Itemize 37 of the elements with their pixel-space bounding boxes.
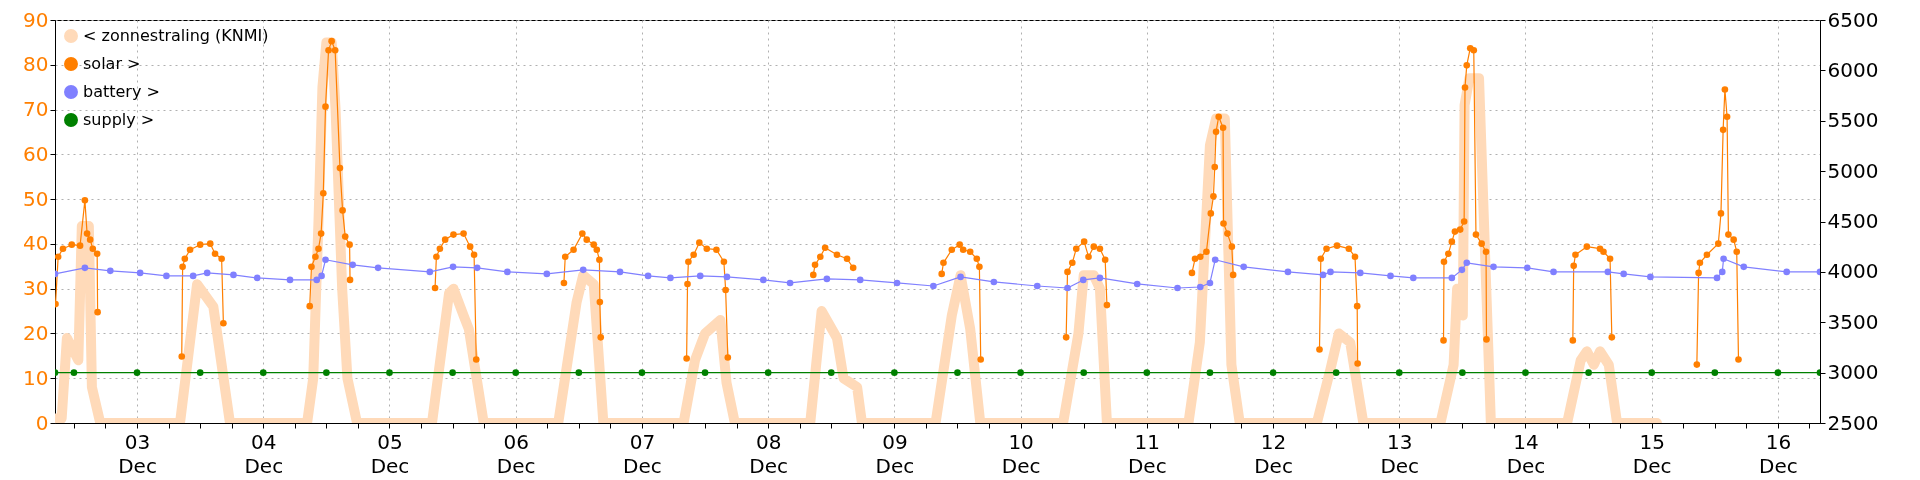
x-tick-label: 09 Dec [875, 429, 915, 478]
x-tick-label: 16 Dec [1759, 429, 1798, 478]
y-tick-label: 20 [23, 320, 49, 345]
x-tick-label: 07 Dec [623, 429, 662, 478]
x-tick-label: 12 Dec [1254, 429, 1293, 478]
x-tick-label: 14 Dec [1506, 429, 1546, 478]
y-tick-label: 50 [23, 186, 49, 211]
y2-tick-label: 5000 [1827, 158, 1879, 183]
legend-label: solar > [83, 54, 141, 73]
x-tick-label: 05 Dec [370, 429, 410, 478]
x-tick-label: 11 Dec [1127, 429, 1167, 478]
legend-label: battery > [83, 82, 160, 101]
x-tick-label: 10 Dec [1001, 429, 1041, 478]
x-tick-label: 15 Dec [1632, 429, 1672, 478]
y2-tick-label: 2500 [1827, 410, 1879, 435]
y-tick-label: 40 [23, 231, 49, 256]
y2-tick-label: 6000 [1827, 57, 1879, 82]
y-tick-label: 0 [35, 410, 49, 435]
y-tick-label: 10 [23, 365, 49, 390]
y2-tick-label: 6500 [1827, 7, 1879, 32]
legend-label: supply > [83, 110, 155, 129]
y-tick-label: 70 [23, 97, 49, 122]
y2-tick-label: 3500 [1827, 309, 1879, 334]
y2-tick-label: 5500 [1827, 108, 1879, 133]
y-tick-label: 30 [23, 276, 49, 301]
x-tick-label: 06 Dec [496, 429, 536, 478]
x-tick-label: 03 Dec [118, 429, 157, 478]
y2-tick-label: 4000 [1827, 259, 1879, 284]
x-tick-label: 08 Dec [749, 429, 788, 478]
y-tick-label: 60 [23, 141, 49, 166]
x-tick-label: 13 Dec [1380, 429, 1420, 478]
legend-label: < zonnestraling (KNMI) [83, 26, 269, 45]
y-tick-label: 80 [23, 52, 49, 77]
x-tick-label: 04 Dec [244, 429, 284, 478]
y2-tick-label: 4500 [1827, 209, 1879, 233]
y-tick-label: 90 [23, 7, 49, 32]
y2-tick-label: 3000 [1827, 360, 1879, 385]
